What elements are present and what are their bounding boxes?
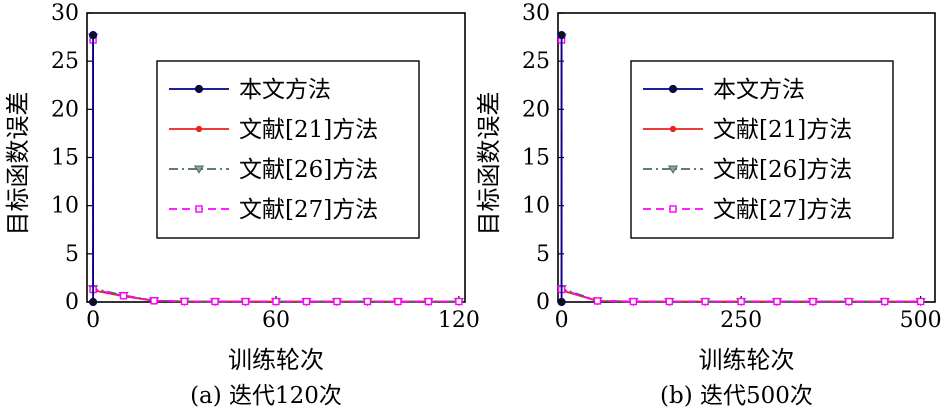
y-tick-label: 25 xyxy=(51,49,79,74)
data-point xyxy=(557,31,566,40)
y-tick-label: 20 xyxy=(522,97,550,122)
y-tick-label: 15 xyxy=(522,146,550,171)
data-point xyxy=(241,297,250,306)
x-tick-label: 60 xyxy=(262,308,290,333)
data-point xyxy=(333,297,341,306)
legend-marker xyxy=(669,125,677,133)
legend-label: 本文方法 xyxy=(239,77,331,103)
panel-caption: (b) 迭代500次 xyxy=(660,383,813,409)
y-axis-title: 目标函数误差 xyxy=(4,92,32,236)
x-tick-label: 0 xyxy=(555,308,569,333)
y-tick-label: 25 xyxy=(522,49,550,74)
data-point xyxy=(881,297,889,306)
data-point xyxy=(916,297,925,306)
y-tick-label: 10 xyxy=(51,194,79,219)
data-point xyxy=(394,297,402,306)
y-tick-label: 30 xyxy=(51,1,79,26)
chart-panel-b: 0 5 10 15 20 25 30 0 250 500 训练轮次 目标函数误差 (b) 迭代500次 本… xyxy=(475,1,942,409)
data-point xyxy=(88,31,98,40)
legend-label: 文献[21]方法 xyxy=(713,117,852,143)
legend-marker xyxy=(193,165,205,174)
y-tick-label: 30 xyxy=(522,1,550,26)
legend-label: 文献[26]方法 xyxy=(239,157,378,183)
x-tick-label: 120 xyxy=(438,308,480,333)
y-tick-label: 20 xyxy=(51,97,79,122)
legend-marker xyxy=(669,205,677,213)
chart-panel-a: 0 5 10 15 20 25 30 0 60 120 训练轮次 目标函数误差 (a) 迭代120次 本文… xyxy=(4,1,480,409)
y-tick-label: 5 xyxy=(536,242,550,267)
x-axis-title: 训练轮次 xyxy=(228,346,324,374)
data-point xyxy=(119,292,128,300)
y-tick-label: 0 xyxy=(536,290,550,315)
y-tick-label: 5 xyxy=(65,242,79,267)
legend-marker xyxy=(195,125,203,133)
y-tick-label: 10 xyxy=(522,194,550,219)
legend-label: 本文方法 xyxy=(713,77,805,103)
x-axis-title: 训练轮次 xyxy=(699,346,795,374)
data-point xyxy=(557,297,566,307)
data-point xyxy=(363,297,372,306)
data-point xyxy=(809,297,817,306)
data-point xyxy=(629,297,638,306)
data-point xyxy=(272,297,280,306)
data-point xyxy=(302,297,311,306)
legend-marker xyxy=(668,84,678,94)
series-line xyxy=(92,40,459,303)
data-point xyxy=(773,297,781,306)
data-point xyxy=(211,297,219,306)
data-point xyxy=(737,297,745,306)
data-point xyxy=(593,297,602,305)
legend-marker xyxy=(195,205,203,213)
y-tick-label: 15 xyxy=(51,146,79,171)
legend-label: 文献[27]方法 xyxy=(239,197,378,223)
legend-label: 文献[27]方法 xyxy=(713,197,852,223)
series-line xyxy=(560,40,921,303)
x-tick-label: 250 xyxy=(720,308,762,333)
y-tick-label: 0 xyxy=(65,290,79,315)
x-tick-label: 500 xyxy=(900,308,942,333)
data-point xyxy=(665,297,674,306)
legend-marker xyxy=(194,84,204,94)
panel-caption: (a) 迭代120次 xyxy=(190,383,342,409)
data-point xyxy=(701,297,709,306)
legend-label: 文献[21]方法 xyxy=(239,117,378,143)
y-axis-title: 目标函数误差 xyxy=(475,92,503,236)
data-point xyxy=(845,297,853,306)
legend-label: 文献[26]方法 xyxy=(713,157,852,183)
series-line xyxy=(560,37,921,303)
data-point xyxy=(150,297,158,305)
data-point xyxy=(88,297,98,307)
legend-marker xyxy=(667,165,679,174)
data-point xyxy=(455,297,463,306)
x-tick-label: 0 xyxy=(86,308,100,333)
data-point xyxy=(424,297,433,306)
data-point xyxy=(180,297,189,306)
